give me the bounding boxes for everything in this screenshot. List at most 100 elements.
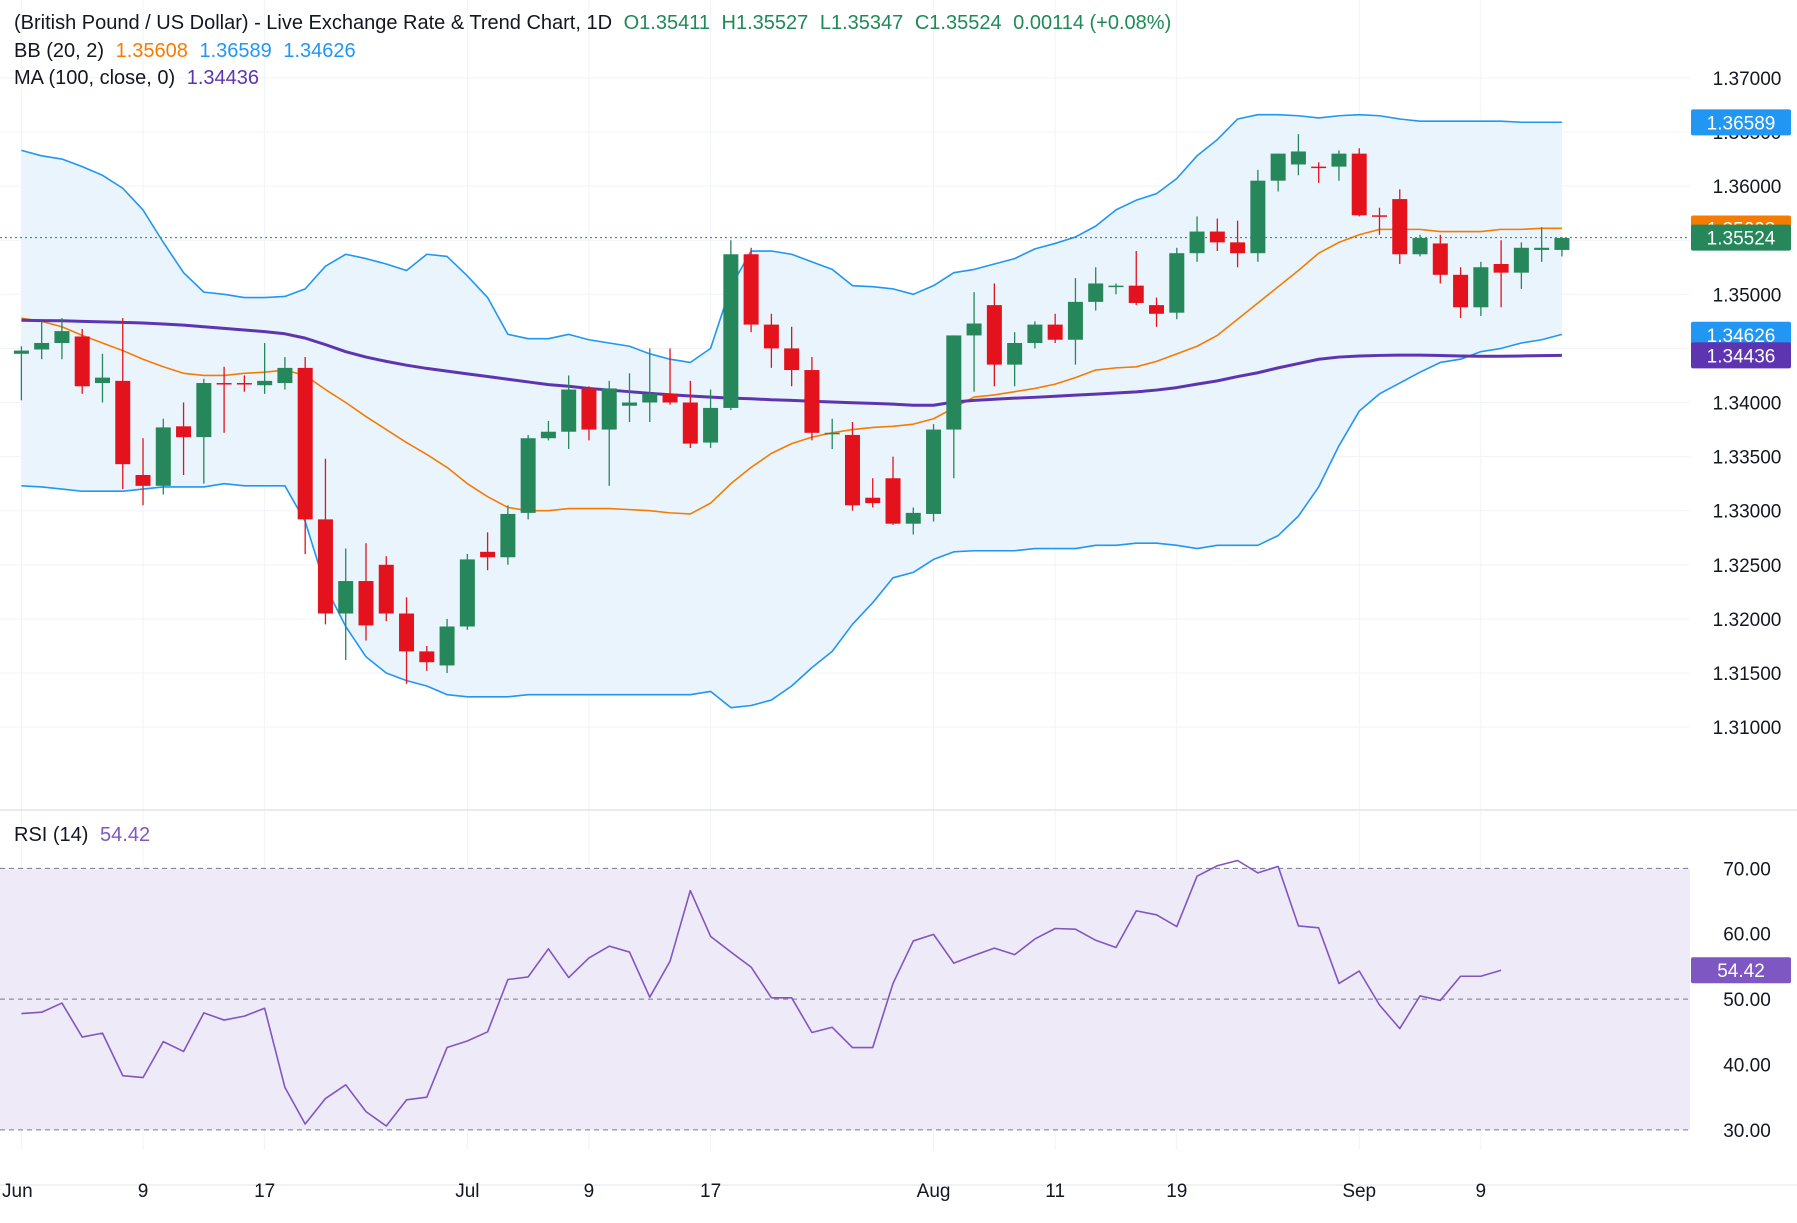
candle-body [74, 336, 90, 387]
candle-body [1493, 264, 1509, 273]
candle-body [946, 335, 962, 430]
candle-body [1432, 243, 1448, 275]
candle-body [1047, 324, 1063, 340]
price-tag-label: 1.35524 [1707, 229, 1776, 250]
candle-body [1270, 153, 1286, 181]
candle-body [419, 651, 435, 663]
candle-body [1250, 180, 1266, 254]
candle-body [196, 383, 212, 438]
candle-body [784, 348, 800, 371]
time-tick-label: Aug [917, 1181, 951, 1202]
candle-body [236, 383, 252, 385]
chart-title: (British Pound / US Dollar) - Live Excha… [14, 12, 613, 34]
candle-body [176, 426, 192, 438]
candle-body [54, 331, 70, 343]
candle-body [135, 475, 151, 486]
candle-body [34, 342, 50, 350]
price-tick-label: 1.37000 [1713, 69, 1782, 90]
bb-lower-value: 1.34626 [283, 40, 356, 62]
candle-body [865, 497, 881, 504]
rsi-legend-label: RSI (14) [14, 824, 89, 846]
candle-body [297, 367, 313, 520]
candle-body [338, 581, 354, 614]
candle-body [1473, 267, 1489, 308]
price-tick-label: 1.32500 [1713, 556, 1782, 577]
candle-body [1128, 285, 1144, 303]
bb-legend-label: BB (20, 2) [14, 40, 105, 62]
candle-body [1453, 274, 1469, 308]
candle-body [520, 438, 536, 513]
candle-body [1290, 151, 1306, 165]
time-tick-label: 9 [584, 1181, 595, 1202]
candle-body [1371, 215, 1387, 217]
candle-body [966, 323, 982, 336]
candle-body [682, 402, 698, 444]
header-legend: (British Pound / US Dollar) - Live Excha… [14, 12, 1177, 35]
price-tick-label: 1.31000 [1713, 718, 1782, 739]
time-tick-label: 19 [1166, 1181, 1187, 1202]
ma100-line [21, 318, 1562, 407]
candle-body [622, 402, 637, 406]
candle-body [439, 626, 455, 666]
candle-body [926, 429, 942, 514]
candle-body [500, 513, 516, 558]
candle-body [1067, 301, 1083, 340]
ohlc-open: O1.35411 [623, 12, 710, 34]
candle-body [317, 519, 333, 614]
ohlc-low: L1.35347 [819, 12, 904, 34]
price-tag [1691, 342, 1791, 369]
bb-basis-value: 1.35608 [115, 40, 188, 62]
bb-upper-line [21, 113, 1562, 364]
rsi-legend[interactable]: RSI (14) 54.42 [14, 824, 156, 847]
time-tick-label: Jun [2, 1181, 33, 1202]
ohlc-change: 0.00114 (+0.08%) [1013, 12, 1172, 34]
time-tick-label: Jul [455, 1181, 479, 1202]
candle-body [459, 559, 475, 627]
candle-body [115, 380, 131, 465]
candle-body [378, 564, 394, 614]
rsi-tick-label: 50.00 [1723, 990, 1771, 1011]
candle-body [1108, 285, 1124, 288]
candle-body [844, 434, 860, 506]
candle-body [94, 377, 110, 384]
candle-body [1534, 247, 1550, 250]
price-tick-label: 1.31500 [1713, 664, 1782, 685]
candle-body [155, 427, 171, 486]
time-tick-label: 9 [1476, 1181, 1487, 1202]
ma-legend[interactable]: MA (100, close, 0) 1.34436 [14, 67, 265, 90]
candle-body [1027, 324, 1043, 343]
candle-body [703, 407, 719, 443]
price-tick-label: 1.33500 [1713, 448, 1782, 469]
price-tag [1691, 224, 1791, 251]
time-tick-label: 11 [1045, 1181, 1065, 1202]
price-tick-label: 1.34000 [1713, 394, 1782, 415]
bb-legend[interactable]: BB (20, 2) 1.35608 1.36589 1.34626 [14, 40, 362, 63]
ma-value: 1.34436 [186, 67, 260, 89]
price-tag-label: 1.34436 [1707, 346, 1776, 367]
candle-body [824, 432, 840, 435]
ma-legend-label: MA (100, close, 0) [14, 67, 176, 89]
candle-body [1311, 166, 1327, 169]
ohlc-high: H1.35527 [721, 12, 809, 34]
price-tick-label: 1.36000 [1713, 177, 1782, 198]
rsi-tag [1691, 957, 1791, 984]
bb-lower-line [21, 333, 1563, 709]
candle-body [763, 324, 779, 349]
candle-body [581, 388, 597, 430]
price-tag-label: 1.36589 [1707, 113, 1776, 134]
price-tag [1691, 321, 1791, 348]
time-tick-label: 17 [254, 1181, 275, 1202]
candle-body [905, 512, 921, 524]
candle-body [399, 613, 415, 652]
rsi-value: 54.42 [100, 824, 151, 846]
candle-body [1149, 305, 1165, 314]
price-pane [0, 113, 1690, 709]
candle-body [986, 305, 1002, 365]
candle-body [743, 254, 759, 325]
rsi-tick-label: 60.00 [1723, 925, 1771, 946]
candle-body [540, 431, 556, 439]
candle-body [723, 254, 739, 408]
time-tick-label: 9 [138, 1181, 149, 1202]
candle-body [257, 380, 273, 386]
